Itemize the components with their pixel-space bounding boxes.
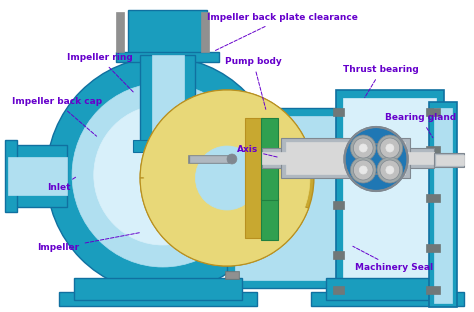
Bar — [226, 197, 238, 203]
Circle shape — [140, 90, 314, 266]
Bar — [429, 102, 457, 307]
Circle shape — [227, 154, 237, 164]
Bar — [140, 55, 195, 145]
Bar — [333, 251, 345, 259]
Text: Machinery Seal: Machinery Seal — [353, 246, 433, 272]
Circle shape — [46, 57, 279, 293]
Bar — [427, 286, 440, 294]
Bar — [261, 198, 278, 240]
Bar — [225, 248, 239, 256]
Bar — [225, 168, 239, 176]
Text: Impeller back cap: Impeller back cap — [12, 97, 102, 136]
Text: Pump body: Pump body — [225, 57, 282, 109]
Bar — [261, 118, 278, 160]
Bar — [311, 292, 464, 306]
Bar — [117, 52, 219, 62]
Bar — [427, 194, 440, 202]
Bar — [434, 153, 464, 167]
Bar — [226, 115, 238, 121]
Bar — [286, 142, 405, 174]
Circle shape — [144, 94, 310, 262]
Circle shape — [359, 144, 367, 152]
Bar — [5, 140, 17, 212]
Text: Thrust bearing: Thrust bearing — [344, 66, 419, 98]
Bar — [226, 249, 238, 255]
Circle shape — [195, 146, 259, 210]
Circle shape — [380, 160, 400, 180]
Bar — [225, 221, 239, 229]
Bar — [225, 114, 239, 122]
Circle shape — [377, 157, 403, 183]
Bar — [436, 155, 464, 165]
Circle shape — [377, 135, 403, 161]
Text: Inlet: Inlet — [47, 177, 77, 193]
Bar — [344, 98, 436, 297]
Bar — [333, 146, 345, 154]
Bar — [333, 201, 345, 209]
Circle shape — [350, 157, 376, 183]
Bar — [8, 157, 67, 195]
Bar — [281, 138, 410, 178]
Text: Impeller ring: Impeller ring — [67, 53, 134, 93]
Bar — [226, 222, 238, 228]
Bar — [190, 156, 227, 162]
Bar — [434, 108, 452, 303]
Text: Bearing gland: Bearing gland — [385, 114, 456, 138]
Text: Impeller back plate clearance: Impeller back plate clearance — [207, 13, 358, 51]
Bar — [133, 140, 192, 152]
Bar — [336, 90, 444, 305]
Circle shape — [386, 166, 394, 174]
Circle shape — [380, 138, 400, 158]
Bar — [225, 271, 239, 279]
Bar — [427, 108, 440, 116]
Bar — [225, 141, 239, 149]
Bar — [201, 12, 209, 52]
Circle shape — [353, 138, 373, 158]
Bar — [427, 244, 440, 252]
Bar — [333, 286, 345, 294]
Wedge shape — [140, 178, 309, 266]
Bar — [117, 12, 124, 52]
Bar — [226, 142, 238, 148]
Bar — [245, 118, 263, 238]
Bar — [225, 196, 239, 204]
Circle shape — [386, 144, 394, 152]
Wedge shape — [140, 90, 309, 178]
Bar — [188, 155, 229, 163]
Bar — [262, 148, 434, 168]
Bar — [8, 145, 67, 207]
Bar — [235, 116, 392, 280]
Bar — [226, 169, 238, 175]
Circle shape — [353, 160, 373, 180]
Circle shape — [359, 166, 367, 174]
Bar — [152, 55, 183, 145]
Bar — [74, 278, 242, 300]
Text: Axis: Axis — [237, 145, 279, 157]
Text: Impeller: Impeller — [37, 232, 140, 252]
Circle shape — [345, 127, 408, 191]
Bar — [427, 146, 440, 154]
Bar — [261, 158, 278, 200]
Bar — [262, 152, 434, 164]
Circle shape — [72, 83, 254, 267]
Bar — [333, 108, 345, 116]
Circle shape — [94, 105, 232, 245]
Bar — [227, 108, 400, 288]
Bar — [59, 292, 256, 306]
Bar — [128, 10, 207, 55]
Polygon shape — [337, 220, 415, 295]
Circle shape — [350, 135, 376, 161]
Bar — [226, 272, 238, 278]
Bar — [326, 278, 449, 300]
